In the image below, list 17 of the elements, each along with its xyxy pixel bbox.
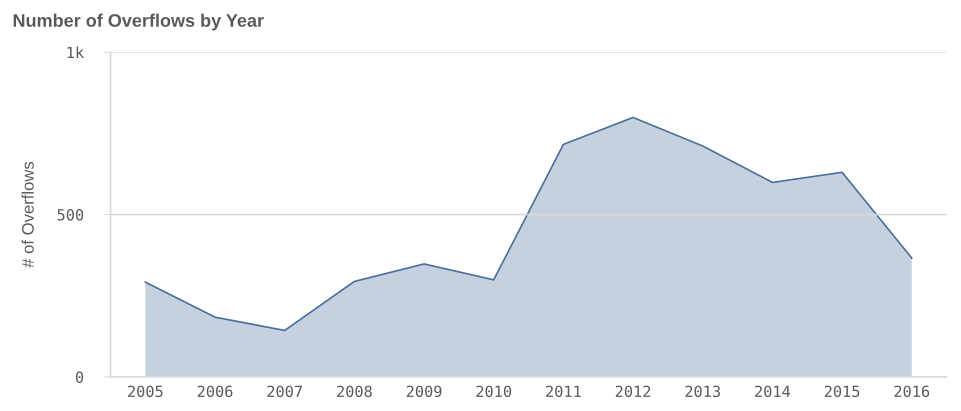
x-tick-label: 2008 <box>337 386 372 398</box>
y-axis-title: # of Overflows <box>22 162 34 268</box>
x-tick-label: 2015 <box>824 386 860 398</box>
chart-title: Number of Overflows by Year <box>14 14 264 30</box>
x-tick-label: 2016 <box>894 386 930 398</box>
x-tick-label: 2013 <box>685 386 720 398</box>
x-tick-label: 2006 <box>198 386 232 398</box>
x-tick-label: 2010 <box>476 386 512 398</box>
x-tick-label: 2009 <box>406 386 442 398</box>
x-tick-label: 2005 <box>128 386 163 398</box>
x-tick-label: 2007 <box>267 386 302 398</box>
x-tick-label: 2012 <box>616 386 650 398</box>
y-tick-label: 0 <box>76 371 84 383</box>
y-tick-label: 500 <box>58 209 84 221</box>
x-tick-label: 2014 <box>755 386 790 398</box>
x-tick-label: 2011 <box>546 386 581 398</box>
y-tick-label: 1k <box>68 46 84 58</box>
